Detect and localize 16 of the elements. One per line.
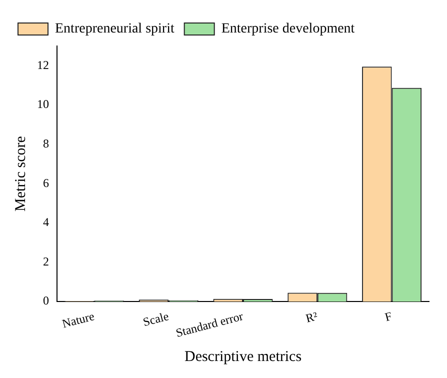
y-axis-title: Metric score — [12, 136, 29, 212]
x-tick-label: F — [383, 308, 394, 324]
y-tick-label: 12 — [37, 58, 49, 72]
y-tick-label: 10 — [37, 97, 49, 112]
y-tick-label: 0 — [43, 294, 49, 308]
x-axis-title: Descriptive metrics — [184, 348, 302, 365]
x-tick-label: R² — [304, 308, 320, 326]
y-tick-label: 8 — [43, 136, 49, 150]
x-tick-label: Standard error — [174, 308, 245, 340]
y-tick-label: 4 — [43, 215, 49, 230]
legend-label: Enterprise development — [221, 22, 355, 37]
y-tick-label: 2 — [43, 254, 49, 268]
x-tick-label: Nature — [60, 308, 96, 331]
x-tick-label: Scale — [141, 308, 170, 330]
legend-label: Entrepreneurial spirit — [55, 22, 174, 37]
y-tick-label: 6 — [43, 176, 49, 190]
